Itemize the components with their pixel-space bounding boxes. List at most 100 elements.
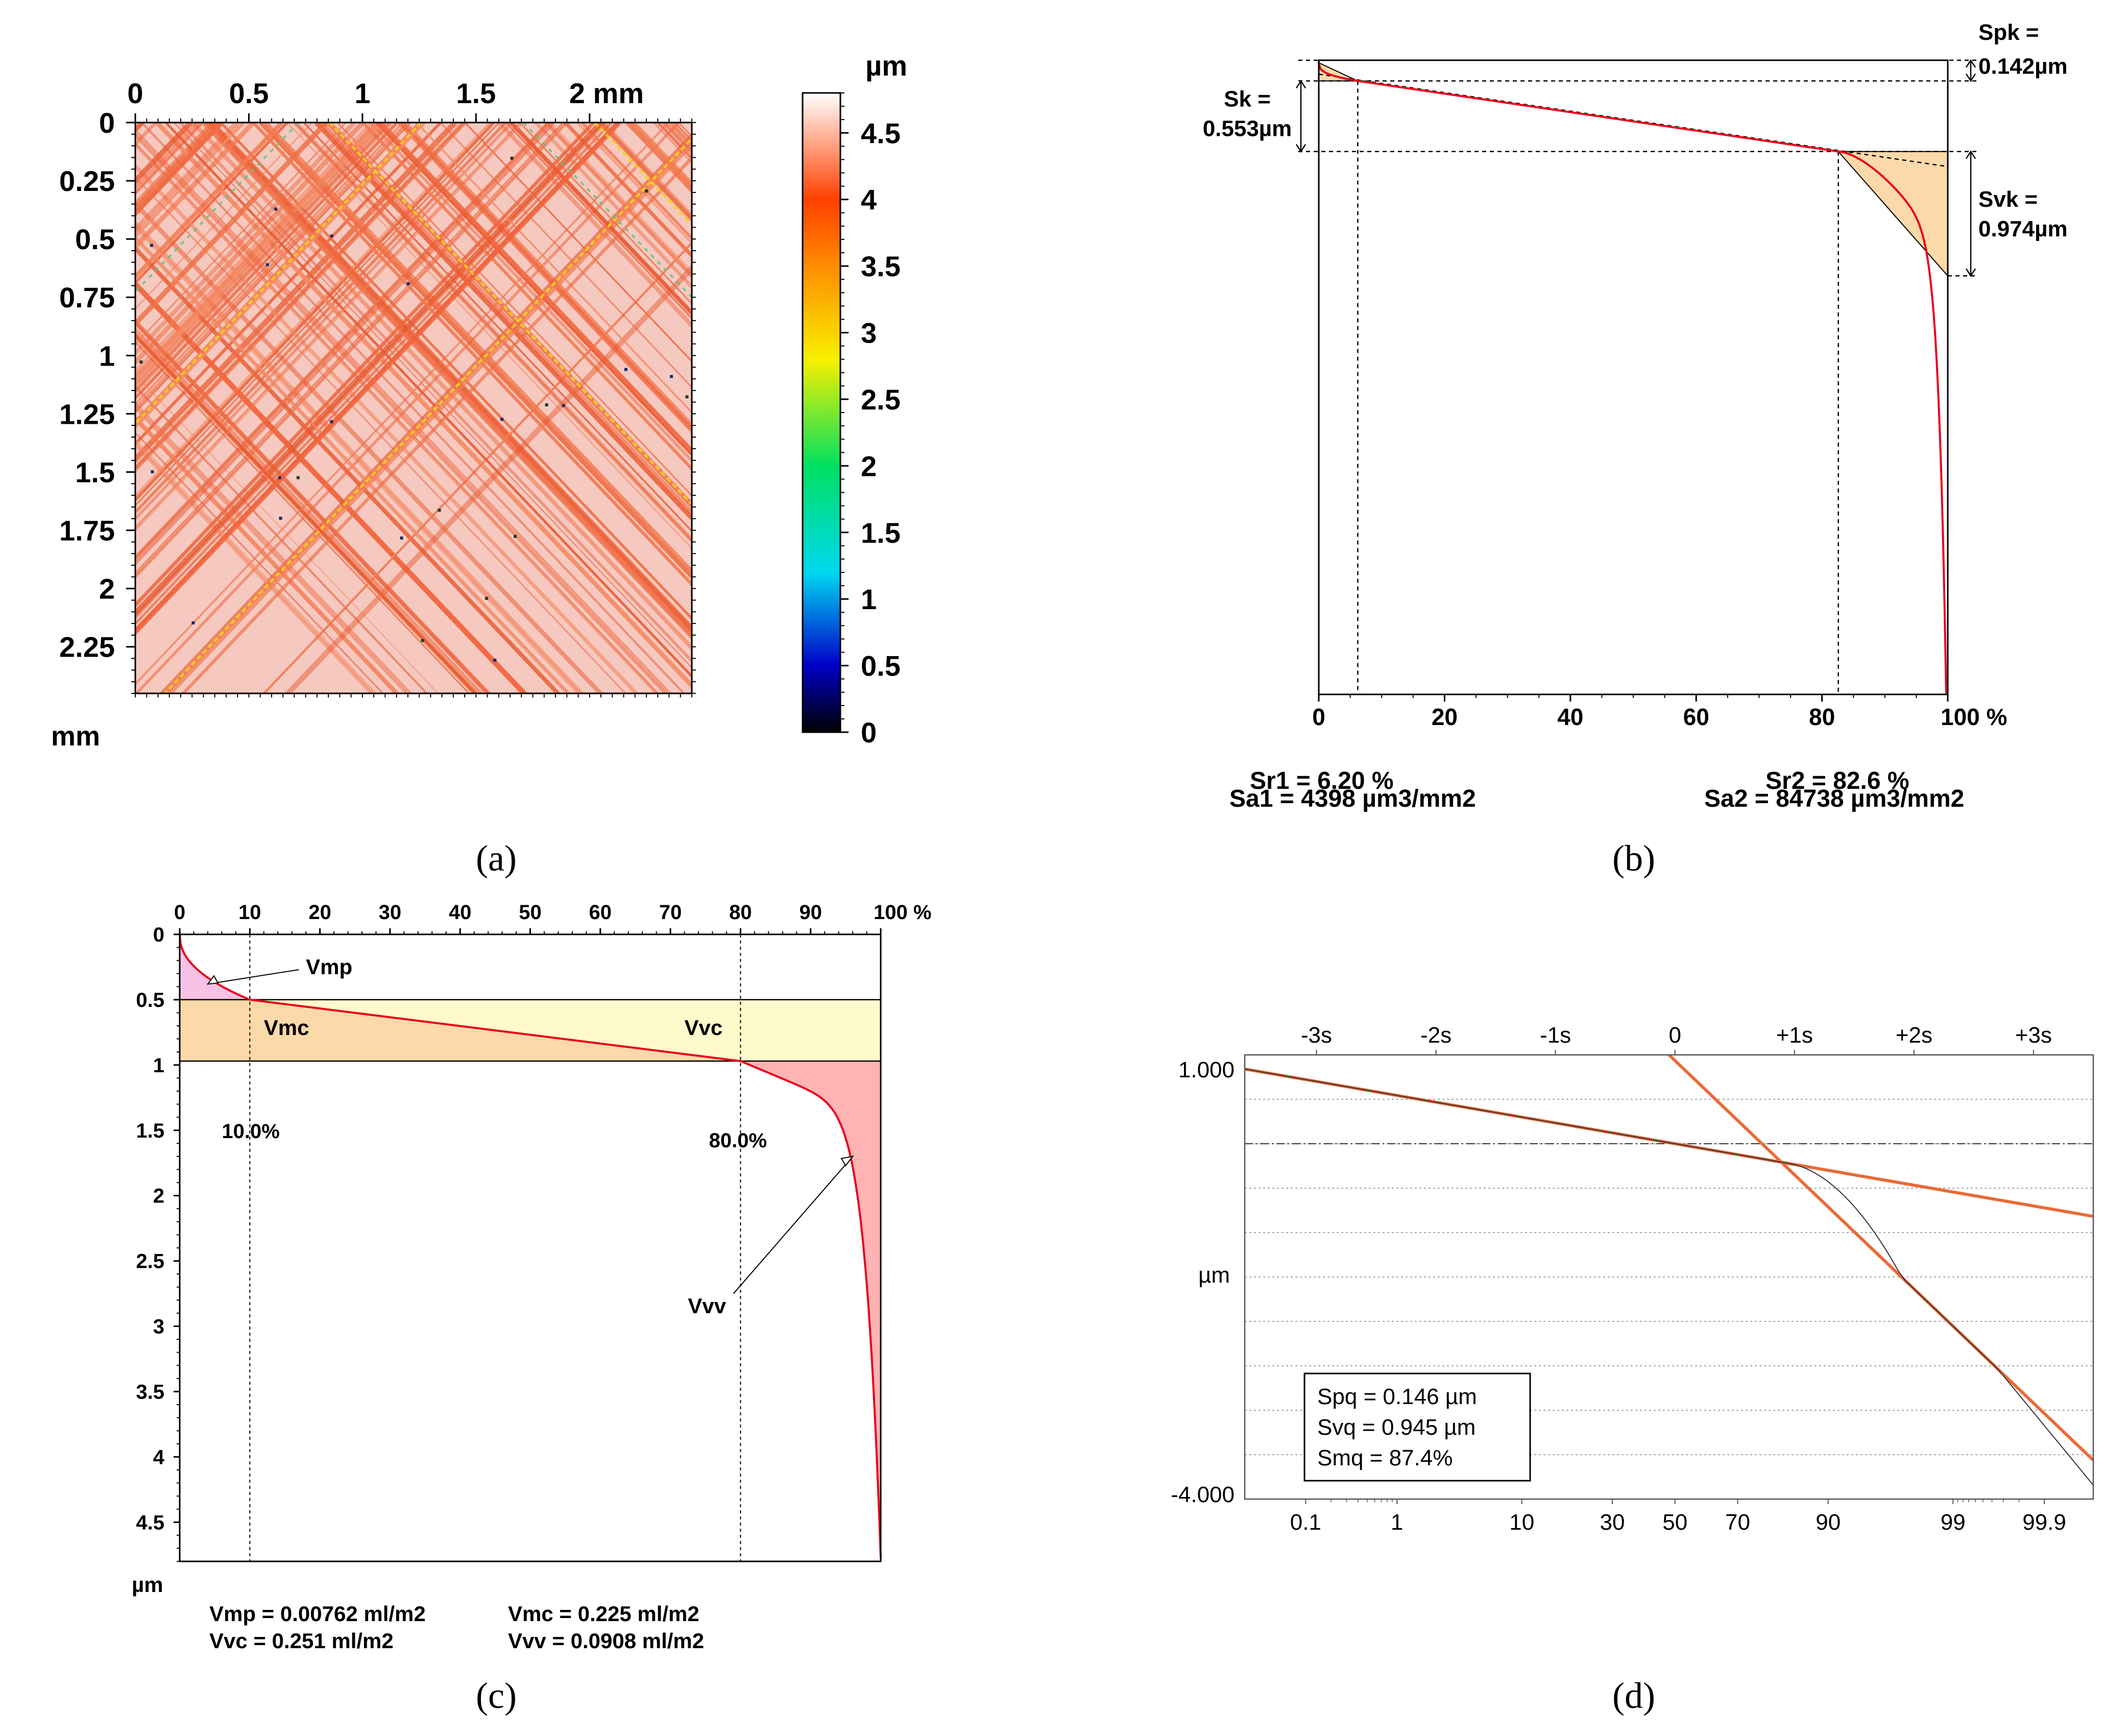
honing-groove bbox=[135, 123, 245, 239]
surface-pit bbox=[685, 395, 689, 399]
result-vvc: Vvc = 0.251 ml/m2 bbox=[209, 1629, 394, 1653]
honing-groove bbox=[661, 123, 692, 155]
y-tick-label: 0.5 bbox=[136, 989, 164, 1011]
honing-groove bbox=[381, 123, 692, 450]
vmp-region bbox=[180, 934, 250, 1000]
surface-pit bbox=[400, 536, 403, 540]
vvv-arrowhead bbox=[840, 1155, 854, 1167]
colorbar-tick-label: 1.5 bbox=[861, 517, 901, 549]
honing-groove bbox=[135, 320, 490, 693]
panel-d-probability: -3s -2s -1s 0 +1s +2s +3s 0.1 1 10 30 50 70 90 99 99.9… bbox=[1171, 1023, 2094, 1535]
honing-groove bbox=[135, 439, 377, 693]
honing-groove bbox=[464, 123, 692, 363]
sk-arrow-head-bottom bbox=[1295, 144, 1307, 153]
colorbar-tick-label: 1 bbox=[861, 583, 877, 615]
colorbar-tick-label: 0.5 bbox=[861, 650, 901, 682]
vmp-arrow bbox=[207, 969, 299, 985]
colorbar-tick-label: 2.5 bbox=[861, 383, 901, 416]
honing-groove bbox=[135, 431, 384, 693]
sigma-tick-label: +2s bbox=[1896, 1023, 1932, 1048]
x-tick-label: 70 bbox=[1725, 1510, 1750, 1535]
result-vvv: Vvv = 0.0908 ml/m2 bbox=[508, 1629, 704, 1653]
y-tick-label: 1.5 bbox=[136, 1120, 164, 1142]
heatmap-y-unit: mm bbox=[51, 721, 100, 752]
sigma-tick-label: +1s bbox=[1776, 1023, 1813, 1048]
panel-a-heatmap: 0 0.5 1 1.5 2 mm 0 0.25 0.5 0.75 1 1.25 1.5 1.75 2 2.… bbox=[0, 50, 907, 752]
surface-pit bbox=[438, 509, 441, 512]
honing-groove bbox=[135, 123, 240, 235]
honing-groove bbox=[135, 123, 404, 406]
honing-groove bbox=[135, 123, 393, 395]
x-tick-label: 0 bbox=[1312, 704, 1325, 730]
surface-pit bbox=[151, 470, 154, 473]
sigma-tick-label: -2s bbox=[1420, 1023, 1452, 1048]
y-tick-label: 3.5 bbox=[136, 1381, 164, 1403]
honing-groove bbox=[135, 245, 561, 693]
honing-groove bbox=[135, 123, 380, 381]
honing-groove bbox=[416, 123, 692, 414]
honing-groove bbox=[576, 123, 692, 245]
y-tick-label: 2.5 bbox=[136, 1250, 164, 1273]
honing-groove bbox=[535, 123, 692, 290]
honing-groove bbox=[376, 123, 692, 457]
x-tick-label: 1 bbox=[354, 77, 370, 109]
honing-groove bbox=[284, 264, 692, 693]
honing-groove bbox=[135, 123, 513, 521]
honing-groove bbox=[181, 155, 692, 693]
x-tick-label: 0.5 bbox=[229, 77, 269, 109]
surface-pit bbox=[562, 404, 565, 407]
honing-groove bbox=[510, 123, 692, 316]
honing-groove bbox=[286, 123, 692, 550]
surface-pit bbox=[500, 418, 504, 421]
honing-groove bbox=[135, 123, 621, 636]
vmp-arrowhead bbox=[206, 975, 219, 985]
svk-arrow-head-bottom bbox=[1965, 268, 1976, 277]
x-tick-label: 50 bbox=[519, 901, 542, 924]
honing-groove bbox=[259, 123, 692, 580]
y-tick-label: 1 bbox=[99, 340, 115, 372]
x-tick-label: 80 bbox=[729, 901, 752, 924]
colorbar-ticks: 4.5 4 3.5 3 2.5 2 1.5 1 0.5 0 bbox=[840, 92, 901, 749]
svk-label: Svk = bbox=[1978, 187, 2038, 212]
probability-ymax: 1.000 bbox=[1178, 1057, 1235, 1082]
honing-groove bbox=[315, 123, 692, 522]
vmc-label: Vmc bbox=[264, 1016, 309, 1040]
honing-groove bbox=[135, 235, 571, 693]
panel-label-a: (a) bbox=[476, 838, 517, 879]
honing-groove bbox=[668, 123, 692, 148]
abbott-fills bbox=[1318, 62, 1948, 277]
honing-groove bbox=[135, 280, 528, 693]
honing-groove bbox=[505, 123, 692, 320]
honing-groove bbox=[399, 123, 692, 432]
honing-groove bbox=[135, 341, 470, 693]
honing-groove bbox=[630, 123, 692, 189]
honing-groove bbox=[213, 123, 692, 627]
honing-groove bbox=[135, 123, 680, 693]
valley-area-triangle bbox=[1837, 151, 1948, 277]
colorbar-tick-label: 2 bbox=[861, 450, 877, 482]
y-tick-label: 0 bbox=[153, 924, 164, 946]
y-tick-label: 0.5 bbox=[75, 223, 115, 255]
legend-smq: Smq = 87.4% bbox=[1317, 1445, 1453, 1470]
honing-groove bbox=[135, 123, 288, 285]
deep-groove bbox=[135, 123, 300, 294]
x-tick-label: 40 bbox=[1557, 704, 1583, 730]
x-tick-label: 1.5 bbox=[456, 77, 496, 109]
honing-groove bbox=[135, 123, 613, 625]
x-tick-label: 99 bbox=[1941, 1510, 1966, 1535]
vmc-region bbox=[180, 999, 741, 1062]
honing-groove bbox=[135, 123, 426, 429]
honing-groove bbox=[653, 123, 692, 164]
honing-groove bbox=[135, 123, 669, 685]
surface-pit bbox=[330, 420, 333, 423]
honing-groove bbox=[0, 123, 27, 714]
deep-groove bbox=[522, 123, 692, 299]
colorbar-tick-label: 3 bbox=[861, 317, 877, 349]
vvv-arrow bbox=[733, 1156, 853, 1294]
honing-groove bbox=[209, 123, 692, 633]
surface-pit bbox=[139, 360, 143, 364]
honing-groove bbox=[135, 123, 384, 385]
x-tick-label: 90 bbox=[799, 901, 822, 924]
surface-pit bbox=[624, 368, 627, 371]
surface-pit bbox=[421, 639, 424, 642]
